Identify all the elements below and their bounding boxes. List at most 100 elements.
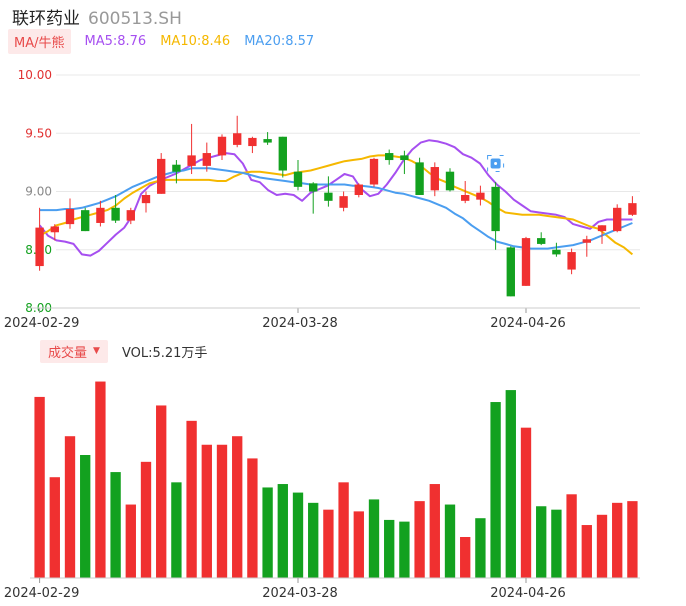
volume-bar bbox=[247, 458, 258, 578]
volume-bar bbox=[262, 487, 273, 578]
candle-body bbox=[445, 171, 455, 191]
volume-bar bbox=[110, 472, 121, 578]
price-y-tick-label: 9.50 bbox=[25, 126, 52, 140]
candle-body bbox=[552, 249, 561, 255]
candle-body bbox=[400, 155, 409, 161]
candle-body bbox=[81, 210, 90, 232]
volume-bar bbox=[338, 482, 349, 578]
volume-bar bbox=[156, 405, 167, 578]
event-marker-frame bbox=[487, 155, 505, 173]
candle-body bbox=[187, 155, 196, 166]
candle-body bbox=[278, 136, 287, 171]
volume-bar bbox=[34, 396, 45, 578]
candle-body bbox=[597, 225, 607, 232]
volume-legend: 成交量 ▼ VOL:5.21万手 bbox=[40, 339, 208, 363]
candle-body bbox=[567, 252, 576, 270]
event-marker-dot bbox=[494, 162, 498, 166]
volume-bar bbox=[368, 499, 380, 578]
volume-bar bbox=[414, 501, 425, 578]
candle-body bbox=[263, 139, 272, 143]
ma20-legend: MA20:8.57 bbox=[244, 33, 315, 49]
volume-bar bbox=[612, 502, 623, 578]
candle-body bbox=[582, 239, 591, 243]
candle-body bbox=[324, 192, 333, 201]
ma5-legend: MA5:8.76 bbox=[84, 33, 147, 49]
volume-bar bbox=[353, 511, 364, 578]
volume-indicator-selector[interactable]: 成交量 ▼ bbox=[40, 339, 108, 363]
volume-bar bbox=[201, 444, 212, 578]
price-chart: 10.009.509.008.508.002024-02-292024-03-2… bbox=[4, 68, 640, 331]
caret-down-icon: ▼ bbox=[93, 346, 100, 356]
candle-body bbox=[202, 153, 211, 166]
candle-body bbox=[369, 158, 379, 185]
candle-body bbox=[415, 162, 424, 195]
volume-bar bbox=[536, 506, 547, 578]
candle-body bbox=[248, 137, 257, 147]
volume-bar bbox=[186, 420, 197, 578]
price-x-tick-label: 2024-02-29 bbox=[4, 316, 80, 331]
volume-x-tick-label: 2024-04-26 bbox=[490, 586, 566, 601]
candle-body bbox=[293, 171, 303, 187]
candle-body bbox=[96, 207, 105, 223]
price-x-tick-label: 2024-03-28 bbox=[262, 316, 338, 331]
volume-value: VOL:5.21万手 bbox=[121, 345, 208, 361]
volume-bar bbox=[581, 525, 592, 578]
candle-body bbox=[50, 226, 59, 233]
volume-bar bbox=[232, 436, 243, 578]
volume-bar bbox=[140, 461, 152, 578]
stock-code: 600513.SH bbox=[88, 9, 182, 29]
ma10-line bbox=[39, 154, 634, 256]
volume-bar bbox=[323, 509, 334, 578]
ma20-line bbox=[39, 167, 633, 250]
stock-header: 联环药业 600513.SH bbox=[12, 4, 182, 29]
candle-body bbox=[233, 133, 242, 145]
candle-body bbox=[217, 136, 227, 156]
price-y-tick-label: 10.00 bbox=[18, 68, 52, 82]
candle-body bbox=[65, 208, 75, 225]
volume-bar bbox=[505, 390, 516, 578]
candle-body bbox=[111, 207, 120, 221]
volume-x-tick-label: 2024-03-28 bbox=[262, 586, 338, 601]
candle-body bbox=[430, 167, 439, 191]
ma5-line bbox=[38, 139, 633, 257]
candle-body bbox=[521, 238, 531, 286]
volume-bar bbox=[95, 381, 106, 578]
volume-tag-label: 成交量 bbox=[48, 345, 88, 361]
candle-body bbox=[506, 247, 515, 297]
candle-body bbox=[339, 196, 348, 208]
volume-bar bbox=[171, 482, 182, 578]
volume-bar bbox=[125, 504, 136, 578]
event-marker-icon bbox=[487, 155, 505, 173]
volume-bar bbox=[64, 436, 76, 578]
volume-bar bbox=[384, 519, 395, 578]
volume-bar bbox=[429, 484, 440, 578]
ma-legend: MA/牛熊 MA5:8.76 MA10:8.46 MA20:8.57 bbox=[8, 28, 315, 54]
volume-bar bbox=[80, 455, 91, 578]
candle-body bbox=[172, 164, 181, 172]
price-y-tick-label: 9.00 bbox=[25, 185, 52, 199]
volume-bar bbox=[596, 514, 608, 578]
ma10-legend: MA10:8.46 bbox=[160, 33, 231, 49]
candle-body bbox=[157, 158, 166, 194]
candle-body bbox=[476, 192, 485, 200]
volume-bar bbox=[627, 501, 638, 578]
volume-bar bbox=[520, 427, 532, 578]
stock-name: 联环药业 bbox=[12, 9, 80, 29]
volume-bar bbox=[216, 444, 228, 578]
candle-body bbox=[385, 153, 394, 161]
volume-bar bbox=[49, 477, 60, 578]
candle-body bbox=[309, 183, 318, 192]
price-x-tick-label: 2024-04-26 bbox=[490, 316, 566, 331]
volume-bar bbox=[566, 494, 577, 578]
candle-body bbox=[537, 238, 546, 244]
candle-body bbox=[613, 207, 622, 232]
candle-body bbox=[354, 184, 363, 195]
candle-body bbox=[628, 203, 637, 215]
ma-indicator-selector[interactable]: MA/牛熊 bbox=[8, 28, 71, 54]
volume-bar bbox=[399, 521, 410, 578]
volume-bar bbox=[490, 402, 501, 578]
volume-bar bbox=[460, 537, 471, 578]
candle-body bbox=[126, 210, 135, 221]
volume-x-tick-label: 2024-02-29 bbox=[4, 586, 80, 601]
volume-bar bbox=[551, 509, 562, 578]
